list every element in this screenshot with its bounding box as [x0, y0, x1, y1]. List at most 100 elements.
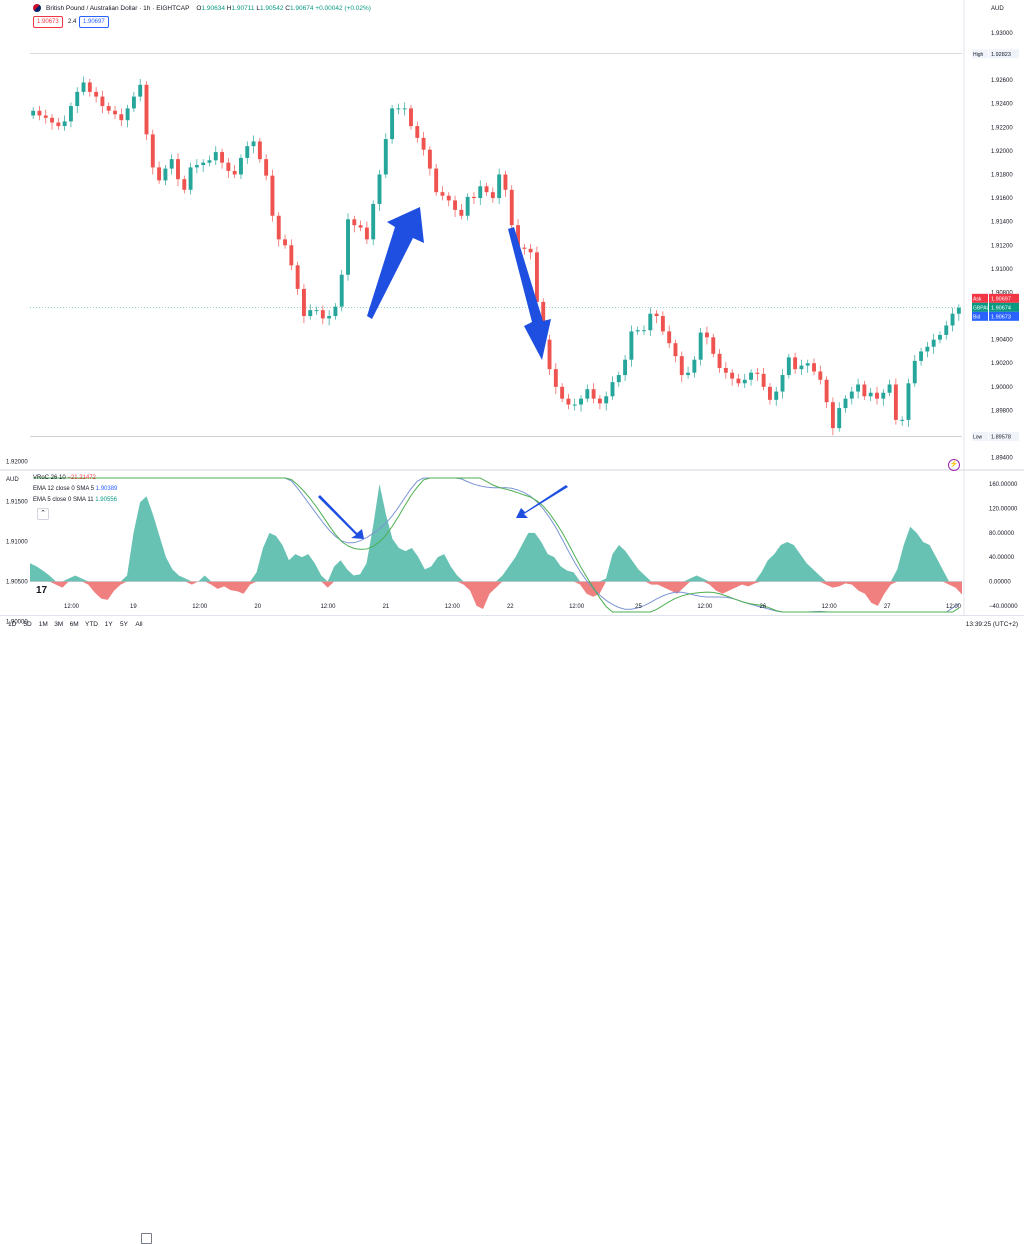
- candle-body: [478, 186, 483, 199]
- buy-button[interactable]: 1.90697: [79, 16, 109, 28]
- candle-body: [131, 96, 136, 109]
- candle-body: [409, 108, 413, 127]
- price-tick-label: 1.90400: [991, 338, 1013, 344]
- candle-body: [742, 379, 747, 384]
- candle-body: [648, 313, 653, 331]
- timeframe-1y[interactable]: 1Y: [104, 621, 113, 628]
- close-value: 1.90674: [289, 4, 314, 12]
- price-tick-label: 1.92200: [991, 125, 1013, 131]
- candle-body: [446, 195, 451, 201]
- candle-body: [843, 398, 848, 409]
- candle-body: [654, 313, 659, 317]
- candle-body: [465, 196, 470, 216]
- candle-body: [868, 392, 873, 397]
- candle-body: [528, 248, 533, 253]
- high-value: 1.90711: [231, 4, 255, 12]
- candle-body: [220, 152, 225, 163]
- candle-body: [673, 343, 678, 357]
- candle-body: [509, 189, 514, 226]
- time-tick-label: 22: [507, 604, 514, 610]
- candle-body: [100, 96, 105, 107]
- candle-body: [75, 91, 80, 107]
- candle-body: [616, 375, 621, 383]
- candle-body: [642, 330, 646, 332]
- timeframe-3m[interactable]: 3M: [54, 621, 64, 628]
- ema5-legend[interactable]: EMA 5 close 0 SMA 11 1.90556: [33, 497, 117, 503]
- candle-body: [837, 408, 842, 429]
- timeframe-all[interactable]: All: [135, 621, 143, 628]
- arrow-up-icon: [367, 207, 424, 319]
- candle-body: [893, 384, 898, 420]
- candle-body: [440, 192, 445, 196]
- candle-body: [459, 209, 464, 216]
- candle-body: [144, 84, 149, 135]
- timeframe-1m[interactable]: 1M: [38, 621, 48, 628]
- vroc-negative-area: [30, 581, 962, 609]
- last-value: 1.90674: [991, 305, 1011, 311]
- candle-body: [591, 389, 596, 399]
- last-value-bg: [989, 302, 1019, 312]
- last-tag-label: GBPAUD: [973, 305, 994, 311]
- candle-body: [755, 372, 760, 374]
- candle-body: [150, 134, 155, 168]
- candle-body: [503, 174, 508, 190]
- trading-chart[interactable]: AUD 1.93000 1.92600 1.92400 1.92200 1.92000 1.…: [0, 0, 1024, 633]
- timeframe-5d[interactable]: 5D: [23, 621, 32, 628]
- candle-body: [283, 239, 287, 246]
- low-value: 1.89578: [991, 435, 1011, 441]
- time-tick-label: 25: [635, 604, 642, 610]
- spread-value: 2.4: [65, 17, 80, 27]
- candle-body: [938, 334, 942, 340]
- candle-body: [371, 203, 376, 240]
- candle-body: [818, 371, 823, 380]
- candle-body: [767, 386, 772, 400]
- candle-body: [875, 392, 879, 399]
- candle-body: [320, 310, 325, 319]
- price-tick-label: 1.92400: [991, 102, 1013, 108]
- price-tick-label: 1.91400: [991, 220, 1013, 226]
- price-tick-label: 1.89400: [991, 456, 1013, 462]
- candle-body: [522, 247, 527, 249]
- sub-left-tick: 1.90500: [6, 580, 28, 586]
- calendar-icon[interactable]: [141, 1233, 152, 1244]
- sub-right-tick: 40.00000: [989, 555, 1015, 561]
- lightning-icon[interactable]: ⚡: [948, 459, 960, 471]
- candle-body: [119, 114, 124, 121]
- candle-body: [396, 108, 401, 110]
- time-tick-label: 19: [130, 604, 137, 610]
- symbol-name[interactable]: British Pound / Australian Dollar · 1h ·…: [46, 4, 190, 12]
- ask-tag-label: Ask: [973, 296, 982, 302]
- candle-body: [774, 391, 779, 400]
- sub-right-tick: 0.00000: [989, 580, 1011, 586]
- timeframe-ytd[interactable]: YTD: [85, 621, 98, 628]
- candle-body: [138, 84, 143, 97]
- candle-body: [812, 363, 816, 372]
- candle-body: [900, 419, 905, 421]
- price-tick-label: 1.93000: [991, 31, 1013, 37]
- candle-body: [629, 331, 634, 360]
- bid-tag-label: Bid: [973, 314, 980, 320]
- vroc-legend[interactable]: VRoC 26 10 −21.21472: [33, 475, 96, 481]
- candle-body: [289, 245, 294, 266]
- candle-body: [68, 106, 73, 122]
- timeframe-6m[interactable]: 6M: [69, 621, 79, 628]
- sub-right-tick: −40.00000: [989, 604, 1018, 610]
- ema12-legend[interactable]: EMA 12 close 0 SMA 5 1.90389: [33, 486, 117, 492]
- candle-body: [912, 360, 917, 384]
- candle-body: [805, 363, 810, 366]
- timeframe-1d[interactable]: 1D: [8, 621, 17, 628]
- candle-body: [679, 356, 684, 376]
- candle-body: [824, 379, 829, 403]
- collapse-legend-icon[interactable]: ⌃: [37, 508, 49, 520]
- sell-button[interactable]: 1.90673: [33, 16, 63, 28]
- ema12-label: EMA 12 close 0 SMA 5: [33, 486, 95, 492]
- low-value: 1.90542: [259, 4, 284, 12]
- time-tick-label: 12:00: [946, 604, 962, 610]
- symbol-header[interactable]: British Pound / Australian Dollar · 1h ·…: [33, 4, 371, 12]
- timezone-clock[interactable]: 13:39:25 (UTC+2): [965, 621, 1018, 628]
- timeframe-5y[interactable]: 5Y: [120, 621, 128, 628]
- axis-currency: AUD: [991, 6, 1004, 12]
- candle-body: [919, 351, 924, 361]
- vroc-value: −21.21472: [67, 475, 96, 481]
- candle-body: [207, 160, 212, 163]
